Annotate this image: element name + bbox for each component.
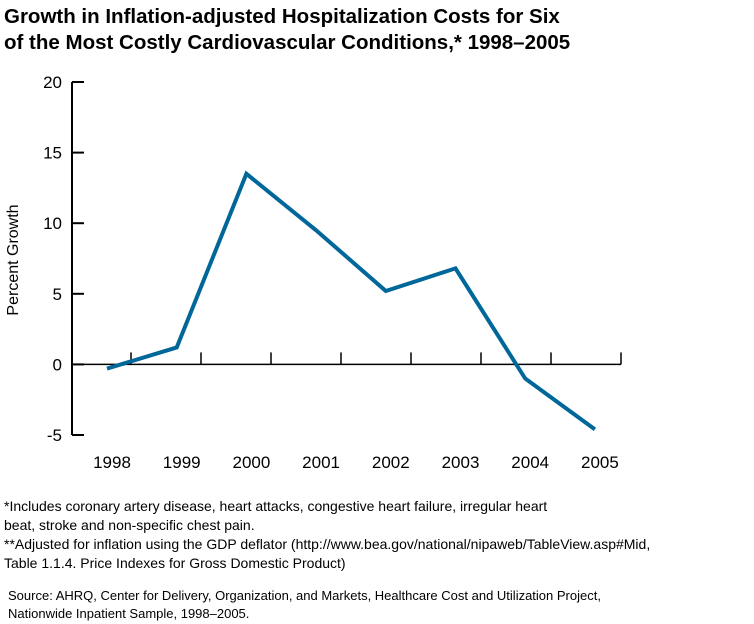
source-line-2: Nationwide Inpatient Sample, 1998–2005. — [8, 606, 250, 621]
y-axis-label: Percent Growth — [5, 204, 22, 315]
footnote-3: **Adjusted for inflation using the GDP d… — [4, 536, 651, 552]
y-tick-label: 5 — [53, 285, 62, 304]
y-tick-label: 20 — [43, 73, 62, 92]
y-tick-label: 10 — [43, 214, 62, 233]
x-tick-label: 2005 — [581, 453, 619, 472]
footnote-4: Table 1.1.4. Price Indexes for Gross Dom… — [4, 555, 346, 571]
y-tick-label: 15 — [43, 144, 62, 163]
x-tick-label: 2002 — [372, 453, 410, 472]
source-line-1: Source: AHRQ, Center for Delivery, Organ… — [8, 588, 601, 603]
x-tick-label: 2000 — [232, 453, 270, 472]
x-tick-label: 2001 — [302, 453, 340, 472]
y-tick-label: -5 — [47, 426, 62, 445]
chart-title: Growth in Inflation-adjusted Hospitaliza… — [4, 4, 570, 56]
x-tick-label: 2003 — [442, 453, 480, 472]
title-line-1: Growth in Inflation-adjusted Hospitaliza… — [4, 5, 560, 28]
title-line-2: of the Most Costly Cardiovascular Condit… — [4, 31, 571, 54]
footnote-1: *Includes coronary artery disease, heart… — [4, 498, 548, 514]
x-tick-label: 2004 — [511, 453, 549, 472]
x-tick-label: 1998 — [93, 453, 131, 472]
y-tick-label: 0 — [53, 355, 62, 374]
data-line — [106, 170, 597, 431]
x-tick-label: 1999 — [163, 453, 201, 472]
footnote-2: beat, stroke and non-specific chest pain… — [4, 517, 255, 533]
